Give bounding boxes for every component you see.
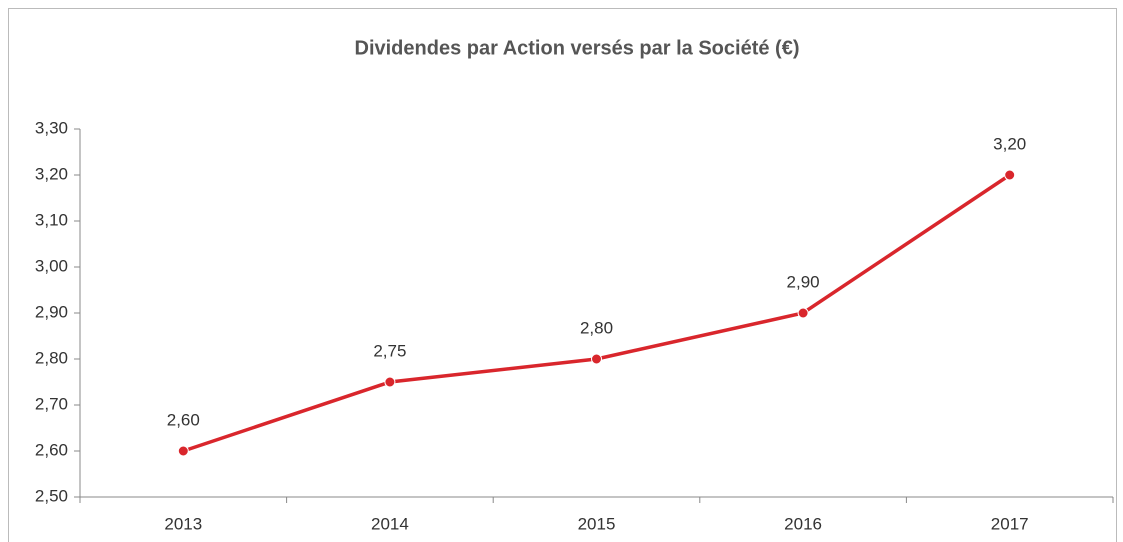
data-point: [797, 307, 809, 319]
data-point: [177, 445, 189, 457]
y-tick-label: 2,50: [35, 486, 68, 505]
y-tick-label: 3,10: [35, 210, 68, 229]
x-tick-label: 2015: [578, 514, 616, 533]
x-tick-label: 2013: [164, 514, 202, 533]
x-tick-label: 2016: [784, 514, 822, 533]
chart-title: Dividendes par Action versés par la Soci…: [355, 37, 800, 59]
data-point: [591, 353, 602, 365]
y-tick-label: 2,90: [35, 302, 68, 321]
y-tick-label: 3,30: [35, 118, 68, 137]
data-point: [1004, 169, 1016, 181]
y-tick-label: 3,00: [35, 256, 68, 275]
y-tick-label: 2,80: [35, 348, 68, 367]
y-tick-label: 2,60: [35, 440, 68, 459]
data-label: 2,90: [787, 272, 820, 291]
data-label: 3,20: [993, 134, 1026, 153]
data-point: [384, 376, 396, 388]
data-label: 2,75: [373, 341, 406, 360]
data-label: 2,60: [167, 410, 200, 429]
data-label: 2,80: [580, 318, 613, 337]
chart-frame: [8, 8, 1117, 542]
y-tick-label: 3,20: [35, 164, 68, 183]
y-tick-label: 2,70: [35, 394, 68, 413]
data-line: [182, 173, 1011, 453]
x-tick-label: 2014: [371, 514, 409, 533]
x-tick-label: 2017: [991, 514, 1029, 533]
